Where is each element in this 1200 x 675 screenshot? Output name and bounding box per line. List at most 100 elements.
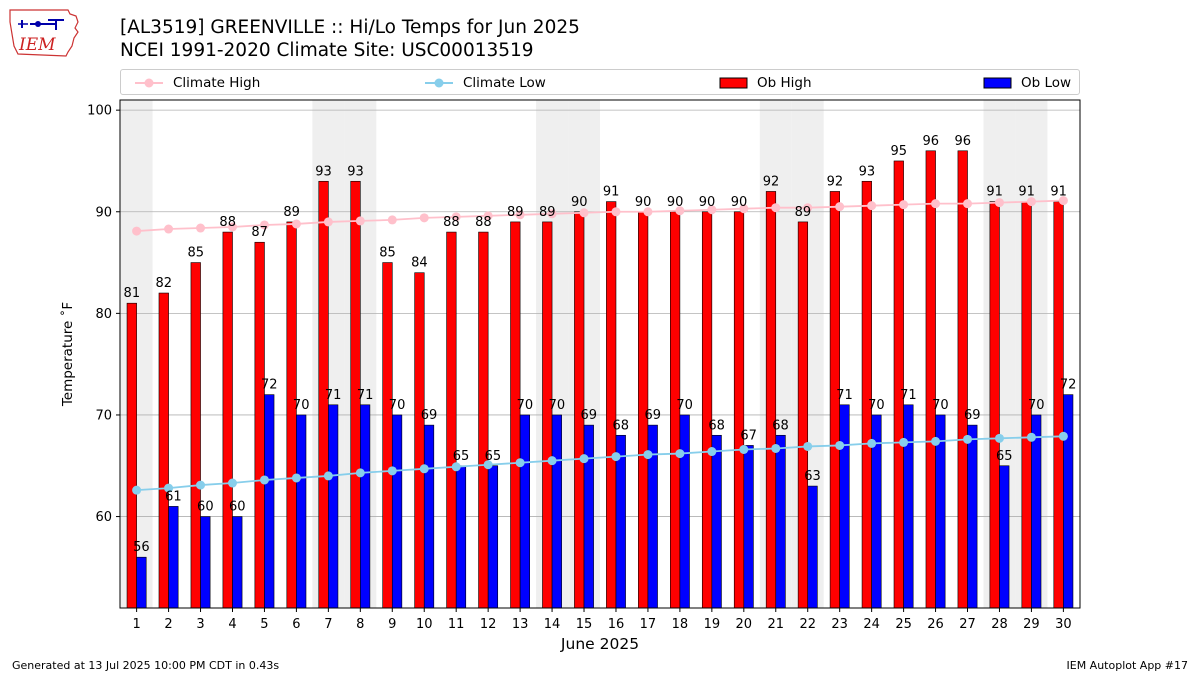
- climate-low-point: [707, 447, 717, 457]
- x-tick-label: 1: [132, 617, 140, 632]
- bar-ob-low: [360, 404, 371, 609]
- y-tick-label: 100: [87, 104, 112, 119]
- data-label-ob-high: 81: [124, 286, 141, 301]
- data-label-ob-high: 92: [827, 174, 844, 189]
- data-label-ob-low: 72: [261, 378, 278, 393]
- climate-low-point: [515, 458, 525, 468]
- climate-high-point: [899, 200, 909, 210]
- climate-low-point: [259, 475, 269, 485]
- climate-low-point: [132, 485, 142, 495]
- bar-ob-low: [967, 424, 978, 609]
- bar-ob-high: [861, 180, 872, 609]
- bar-ob-low: [168, 506, 179, 609]
- bar-ob-high: [510, 221, 521, 609]
- x-tick-label: 4: [228, 617, 236, 632]
- legend-item-ob-high: Ob High: [719, 73, 812, 93]
- bar-ob-high: [606, 201, 617, 609]
- climate-high-point: [835, 202, 845, 212]
- bar-ob-low: [935, 414, 946, 609]
- climate-high-point: [579, 208, 589, 218]
- data-label-ob-low: 71: [325, 388, 342, 403]
- climate-low-point: [579, 454, 589, 464]
- data-label-ob-low: 68: [612, 418, 629, 433]
- climate-low-point: [611, 452, 621, 462]
- data-label-ob-high: 92: [763, 174, 780, 189]
- bar-ob-low: [903, 404, 914, 609]
- x-tick-label: 21: [767, 617, 784, 632]
- bar-ob-low: [519, 414, 530, 609]
- data-label-ob-low: 71: [900, 388, 917, 403]
- climate-low-point: [227, 478, 237, 488]
- climate-high-point: [483, 211, 493, 221]
- data-label-ob-high: 90: [635, 195, 652, 210]
- bar-ob-high: [382, 262, 393, 609]
- bar-ob-high: [1021, 201, 1032, 609]
- data-label-ob-low: 69: [964, 408, 981, 423]
- climate-low-point: [675, 449, 685, 459]
- climate-low-point: [994, 433, 1004, 443]
- climate-high-point: [259, 220, 269, 230]
- bar-ob-low: [232, 516, 243, 609]
- climate-high-point: [387, 215, 397, 225]
- climate-low-line: [136, 435, 1064, 492]
- data-label-ob-low: 70: [676, 398, 693, 413]
- data-label-ob-high: 90: [571, 195, 588, 210]
- x-tick-label: 29: [1023, 617, 1040, 632]
- bar-ob-high: [446, 231, 457, 609]
- climate-low-point: [771, 443, 781, 453]
- bar-ob-high: [574, 211, 585, 609]
- climate-low-point: [835, 440, 845, 450]
- data-label-ob-high: 93: [315, 164, 332, 179]
- weekend-shade: [344, 100, 377, 608]
- bar-ob-low: [711, 434, 722, 609]
- data-label-ob-high: 91: [986, 185, 1003, 200]
- data-label-ob-low: 70: [517, 398, 534, 413]
- bar-ob-high: [957, 150, 968, 609]
- climate-high-point: [547, 209, 557, 219]
- data-label-ob-low: 70: [932, 398, 949, 413]
- x-tick-label: 28: [991, 617, 1008, 632]
- data-label-ob-high: 93: [347, 164, 364, 179]
- bar-ob-low: [423, 424, 435, 609]
- x-tick-label: 10: [416, 617, 433, 632]
- climate-high-point: [1058, 196, 1068, 206]
- data-label-ob-high: 89: [795, 205, 812, 220]
- data-label-ob-high: 91: [603, 185, 620, 200]
- bar-ob-high: [126, 302, 137, 609]
- bar-ob-low: [296, 414, 307, 609]
- bar-ob-low: [487, 465, 499, 609]
- bar-ob-high: [222, 231, 233, 609]
- climate-low-point: [547, 456, 557, 466]
- climate-high-point: [931, 199, 941, 209]
- bar-ob-high: [318, 180, 329, 609]
- climate-high-point: [291, 219, 301, 229]
- climate-low-point: [867, 438, 877, 448]
- data-label-ob-high: 90: [699, 195, 716, 210]
- bar-ob-low: [679, 414, 690, 609]
- x-tick-label: 30: [1055, 617, 1072, 632]
- legend-item-climate-low: Climate Low: [423, 73, 546, 93]
- x-tick-label: 20: [736, 617, 753, 632]
- weekend-shade: [759, 100, 792, 608]
- x-tick-label: 22: [799, 617, 816, 632]
- bar-ob-high: [797, 221, 809, 609]
- climate-low-point: [355, 468, 365, 478]
- data-label-ob-low: 70: [549, 398, 566, 413]
- bar-ob-low: [871, 414, 882, 609]
- climate-high-point: [611, 207, 621, 217]
- climate-low-point: [963, 434, 973, 444]
- climate-high-point: [227, 222, 237, 232]
- x-tick-label: 9: [388, 617, 396, 632]
- data-label-ob-low: 70: [1028, 398, 1045, 413]
- legend-label: Climate Low: [463, 75, 546, 91]
- bar-ob-low: [551, 414, 562, 609]
- data-label-ob-high: 82: [156, 276, 173, 291]
- climate-high-point: [963, 199, 973, 209]
- weekend-shade: [1015, 100, 1048, 608]
- climate-low-point: [1058, 431, 1068, 441]
- x-tick-label: 19: [704, 617, 721, 632]
- chart-legend: Climate High Climate Low Ob High Ob Low: [120, 69, 1080, 95]
- x-tick-label: 24: [863, 617, 880, 632]
- x-tick-label: 17: [640, 617, 657, 632]
- data-label-ob-high: 84: [411, 256, 428, 271]
